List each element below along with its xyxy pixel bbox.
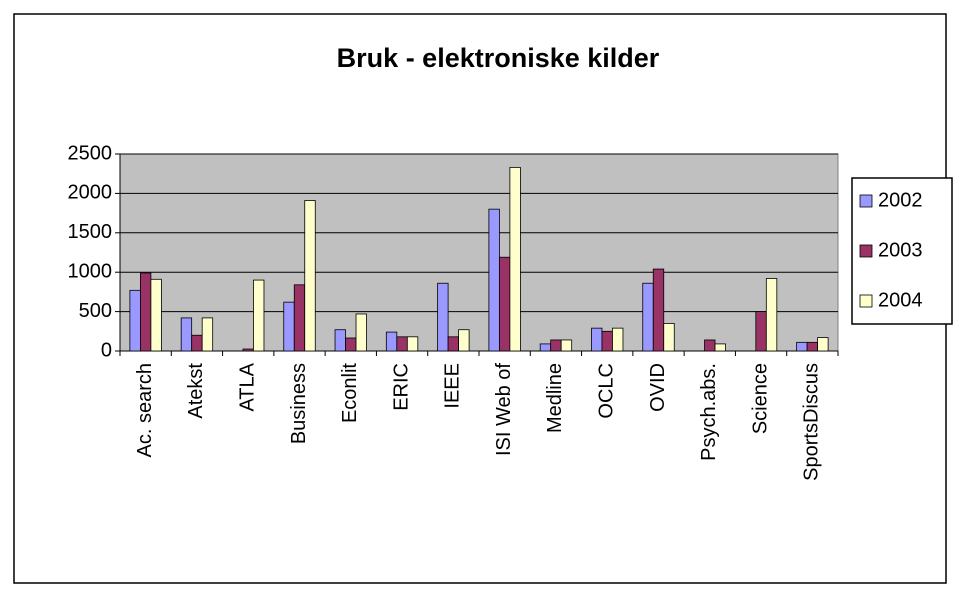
x-tick-label: Medline xyxy=(544,363,566,433)
y-tick-label: 1500 xyxy=(68,221,113,243)
bar xyxy=(396,336,408,352)
bar xyxy=(150,278,162,352)
y-tick-label: 0 xyxy=(101,339,112,361)
bar xyxy=(704,339,716,352)
bar xyxy=(355,313,367,352)
bar xyxy=(406,336,419,352)
bar xyxy=(458,329,470,352)
bar xyxy=(509,166,521,352)
bar xyxy=(714,343,726,352)
bar xyxy=(652,268,665,352)
bar xyxy=(345,337,357,352)
bar xyxy=(191,334,203,352)
y-tick-label: 2500 xyxy=(68,142,113,164)
bar xyxy=(755,311,767,352)
bar xyxy=(129,289,141,352)
x-tick-label: Econlit xyxy=(339,363,361,423)
legend-swatch xyxy=(859,194,873,208)
bar xyxy=(242,348,254,352)
bar xyxy=(488,208,500,352)
bar xyxy=(550,339,562,352)
bar xyxy=(601,330,613,352)
x-tick-label: OVID xyxy=(647,363,669,412)
legend-label: 2002 xyxy=(878,189,923,211)
x-tick-label: ATLA xyxy=(236,362,258,411)
bar xyxy=(437,282,449,352)
bar xyxy=(293,284,306,352)
x-tick-label: Psych.abs. xyxy=(698,363,720,461)
x-tick-label: Science xyxy=(749,363,771,434)
legend-label: 2004 xyxy=(878,289,923,311)
bar xyxy=(796,341,808,352)
chart-title: Bruk - elektroniske kilder xyxy=(337,43,660,73)
legend-label: 2003 xyxy=(878,239,923,261)
bar xyxy=(201,317,214,352)
bar xyxy=(817,337,829,352)
y-tick-label: 2000 xyxy=(68,182,113,204)
y-tick-label: 500 xyxy=(79,300,112,322)
bar xyxy=(385,331,398,352)
bar xyxy=(560,339,573,352)
bar xyxy=(765,278,778,352)
x-tick-label: IEEE xyxy=(442,363,464,409)
bar xyxy=(304,200,316,352)
legend-swatch xyxy=(859,244,873,258)
bar xyxy=(180,317,193,352)
x-tick-label: SportsDiscus xyxy=(801,363,823,481)
y-tick-label: 1000 xyxy=(68,260,113,282)
bar xyxy=(447,336,460,352)
legend-swatch xyxy=(859,294,873,308)
x-tick-label: Atekst xyxy=(185,363,207,419)
x-tick-label: ERIC xyxy=(390,363,412,411)
bar xyxy=(139,272,152,352)
x-tick-label: Business xyxy=(288,363,310,444)
plot-area xyxy=(119,153,839,352)
bar xyxy=(253,279,265,352)
bar xyxy=(663,323,675,352)
bar xyxy=(612,327,624,352)
bar xyxy=(806,341,819,352)
bar xyxy=(283,301,295,352)
x-tick-label: ISI Web of xyxy=(493,363,515,456)
bar xyxy=(539,343,552,352)
x-tick-label: Ac. search xyxy=(134,363,156,457)
bar xyxy=(498,256,511,352)
bar xyxy=(642,282,654,352)
x-tick-label: OCLC xyxy=(595,363,617,419)
bar xyxy=(334,329,346,352)
bar xyxy=(591,327,603,352)
